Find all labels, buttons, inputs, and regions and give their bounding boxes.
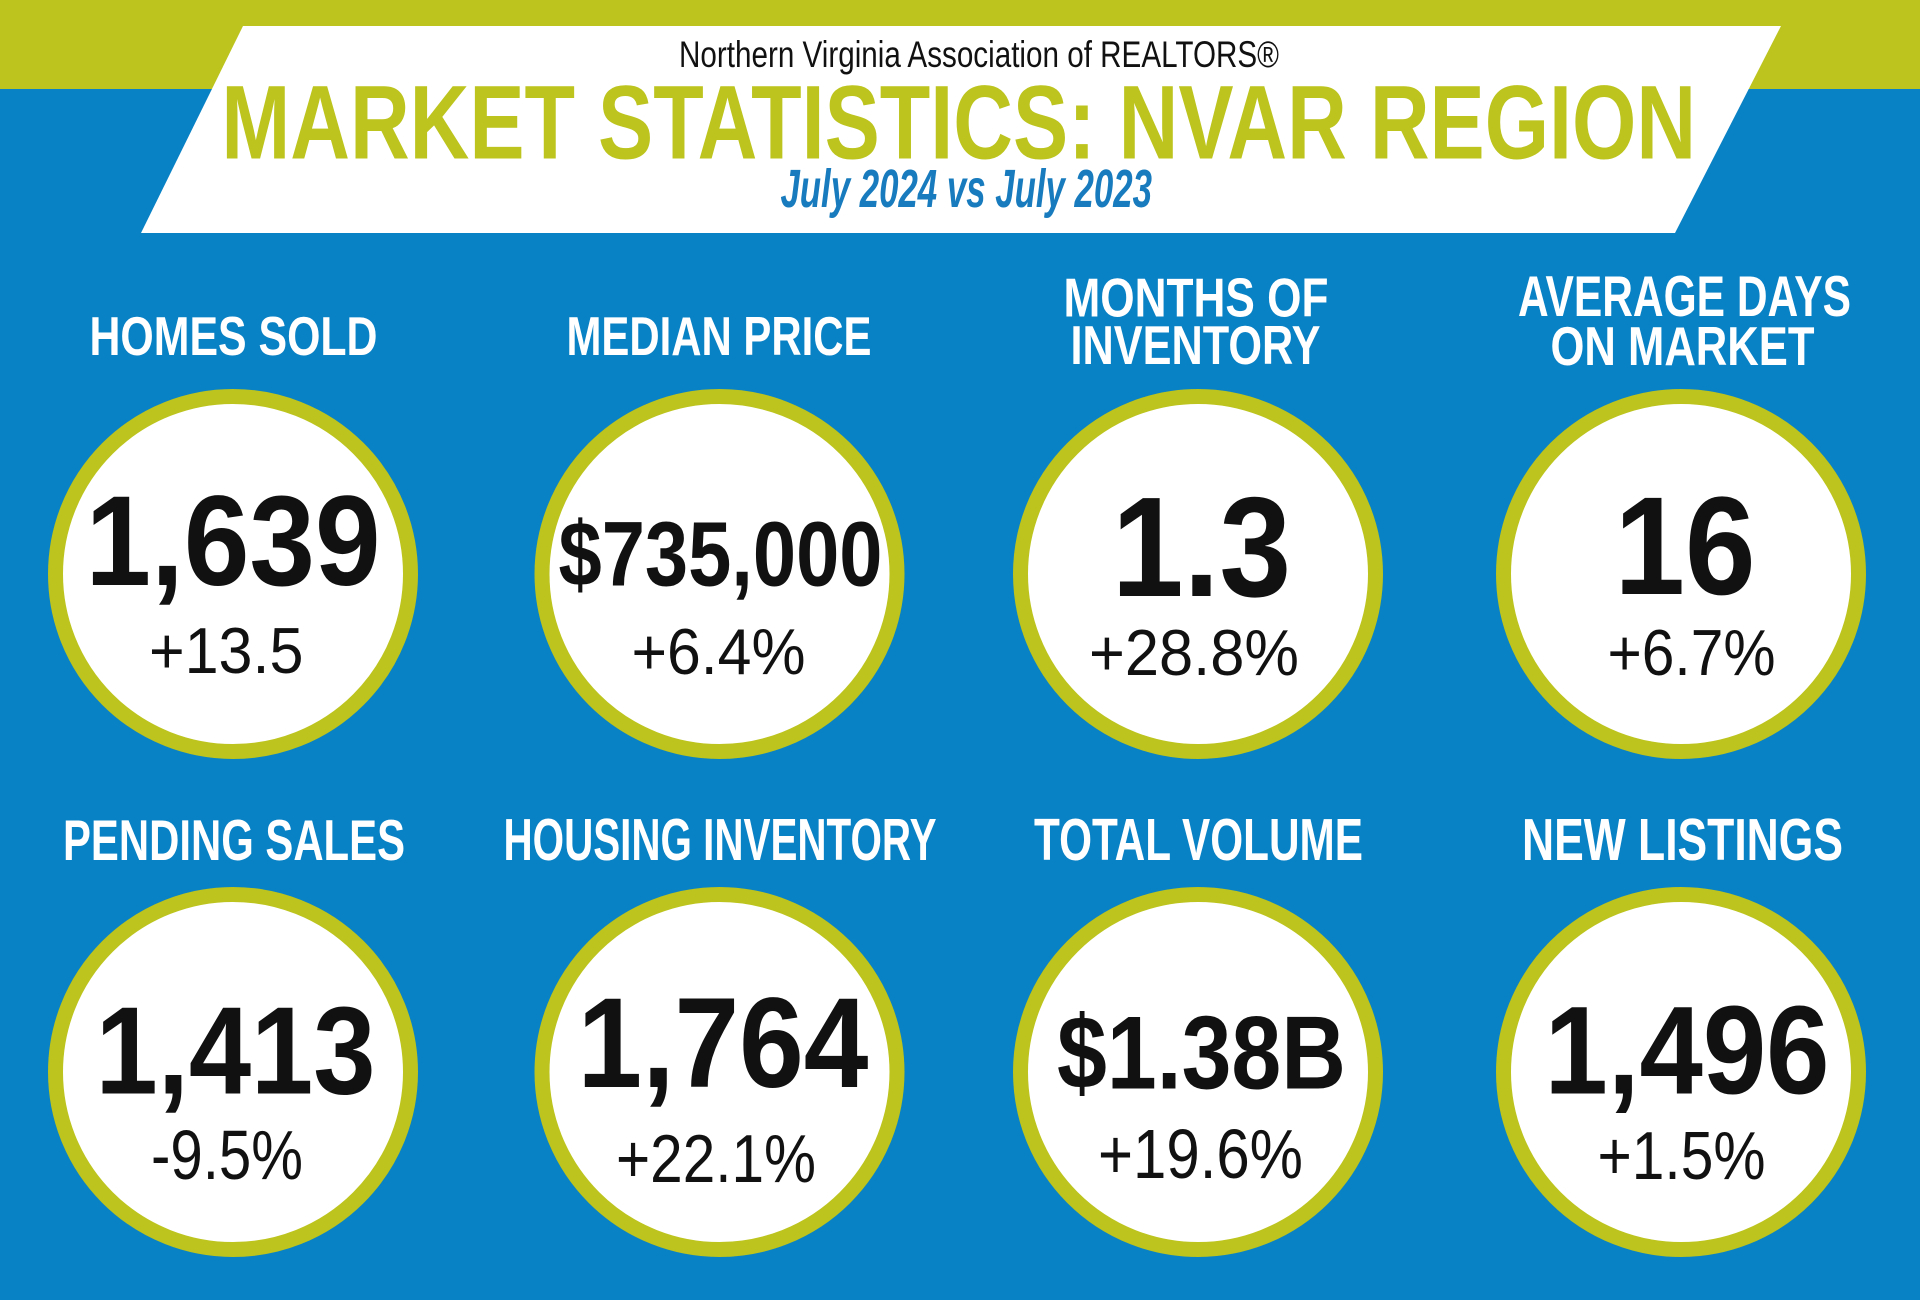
svg-text:MONTHS OF: MONTHS OF (1064, 268, 1329, 329)
svg-text:HOUSING INVENTORY: HOUSING INVENTORY (504, 807, 937, 873)
svg-text:July 2024 vs July 2023: July 2024 vs July 2023 (780, 159, 1152, 219)
svg-text:PENDING SALES: PENDING SALES (63, 809, 405, 873)
svg-text:NEW LISTINGS: NEW LISTINGS (1522, 807, 1843, 873)
svg-text:-9.5%: -9.5% (151, 1116, 303, 1194)
svg-text:MARKET STATISTICS: NVAR REGION: MARKET STATISTICS: NVAR REGION (221, 65, 1696, 182)
svg-text:HOMES SOLD: HOMES SOLD (90, 306, 378, 367)
svg-text:1,639: 1,639 (86, 470, 381, 613)
svg-text:+22.1%: +22.1% (616, 1121, 816, 1197)
svg-text:AVERAGE DAYS: AVERAGE DAYS (1518, 265, 1851, 329)
svg-text:MEDIAN PRICE: MEDIAN PRICE (567, 306, 872, 367)
svg-text:INVENTORY: INVENTORY (1071, 315, 1321, 376)
svg-text:+6.7%: +6.7% (1608, 616, 1776, 689)
svg-text:1,496: 1,496 (1545, 982, 1830, 1121)
svg-text:+28.8%: +28.8% (1089, 616, 1299, 689)
svg-text:1.3: 1.3 (1112, 468, 1291, 627)
svg-text:ON MARKET: ON MARKET (1551, 316, 1815, 377)
svg-text:TOTAL VOLUME: TOTAL VOLUME (1034, 807, 1363, 873)
svg-text:+13.5: +13.5 (149, 614, 304, 687)
svg-text:16: 16 (1614, 467, 1755, 624)
svg-text:+1.5%: +1.5% (1598, 1118, 1766, 1194)
svg-text:+6.4%: +6.4% (632, 615, 806, 688)
svg-text:Northern Virginia Association: Northern Virginia Association of REALTOR… (679, 34, 1279, 75)
svg-text:1,764: 1,764 (578, 972, 869, 1115)
svg-text:+19.6%: +19.6% (1098, 1115, 1303, 1193)
svg-text:1,413: 1,413 (96, 982, 376, 1121)
svg-text:$1.38B: $1.38B (1057, 996, 1346, 1112)
svg-text:$735,000: $735,000 (559, 504, 883, 606)
